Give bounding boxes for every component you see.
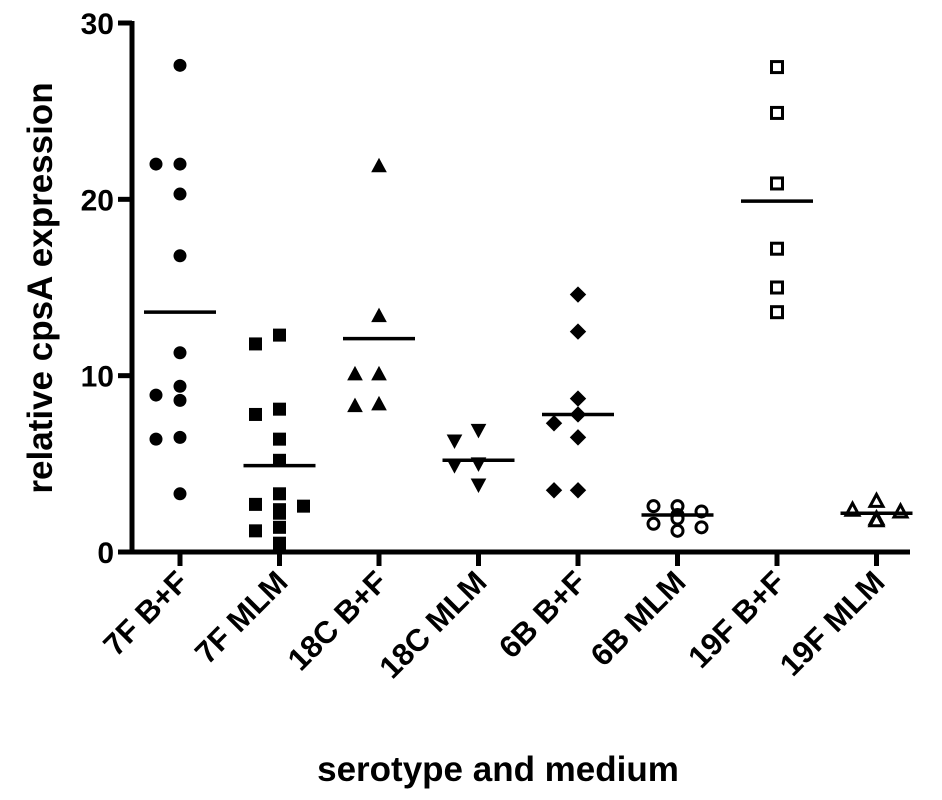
mean-lines: [144, 199, 913, 517]
data-point: [770, 60, 784, 75]
data-point: [646, 516, 661, 531]
data-point: [446, 434, 463, 449]
data-point: [694, 520, 709, 535]
data-point: [273, 328, 286, 342]
data-point: [173, 487, 187, 501]
data-point: [173, 393, 187, 407]
data-point: [545, 415, 563, 432]
y-tick-label: 0: [97, 537, 114, 570]
data-point: [371, 395, 387, 411]
data-point: [670, 523, 685, 538]
data-point: [371, 157, 387, 173]
data-point: [770, 280, 784, 295]
data-point: [770, 305, 784, 320]
x-tick-label: 6B MLM: [584, 564, 693, 673]
y-axis-title: relative cpsA expression: [21, 82, 60, 493]
data-point: [867, 491, 886, 508]
data-point: [569, 286, 587, 303]
data-point: [173, 157, 187, 171]
x-axis-title: serotype and medium: [317, 750, 679, 789]
data-point: [371, 365, 387, 381]
data-point: [569, 482, 587, 499]
data-point: [891, 501, 910, 519]
y-tick-label: 30: [81, 8, 114, 41]
data-point: [297, 499, 310, 513]
data-point: [273, 520, 286, 534]
x-tick-label: 6B B+F: [492, 564, 593, 665]
data-point: [249, 337, 262, 351]
data-points: [149, 58, 910, 550]
x-tick-label: 18C MLM: [372, 564, 493, 685]
data-point: [569, 429, 587, 446]
data-point: [273, 506, 286, 520]
data-point: [249, 407, 262, 421]
data-point: [273, 536, 286, 550]
x-tick-label: 7F B+F: [97, 564, 195, 662]
data-point: [867, 510, 886, 528]
data-point: [470, 423, 487, 439]
data-point: [173, 346, 187, 360]
data-point: [545, 482, 563, 499]
data-point: [646, 499, 661, 514]
data-point: [173, 430, 187, 444]
data-point: [173, 379, 187, 393]
data-point: [173, 58, 187, 72]
data-point: [173, 187, 187, 201]
data-point: [470, 478, 487, 494]
y-tick-label: 10: [81, 361, 114, 394]
x-tick-label: 19F MLM: [773, 564, 892, 683]
data-point: [347, 397, 363, 413]
data-point: [770, 241, 784, 256]
data-point: [149, 388, 163, 402]
data-point: [273, 432, 286, 446]
data-point: [149, 157, 163, 171]
data-point: [770, 105, 784, 120]
data-point: [249, 524, 262, 538]
y-tick-label: 20: [81, 184, 114, 217]
data-point: [273, 402, 286, 416]
data-point: [273, 487, 286, 501]
data-point: [173, 249, 187, 263]
data-point: [371, 307, 387, 323]
x-tick-label: 7F MLM: [188, 564, 294, 670]
data-point: [770, 176, 784, 191]
data-point: [569, 390, 587, 407]
data-point: [569, 323, 587, 340]
data-point: [249, 497, 262, 511]
data-point: [347, 365, 363, 381]
data-point: [149, 432, 163, 446]
